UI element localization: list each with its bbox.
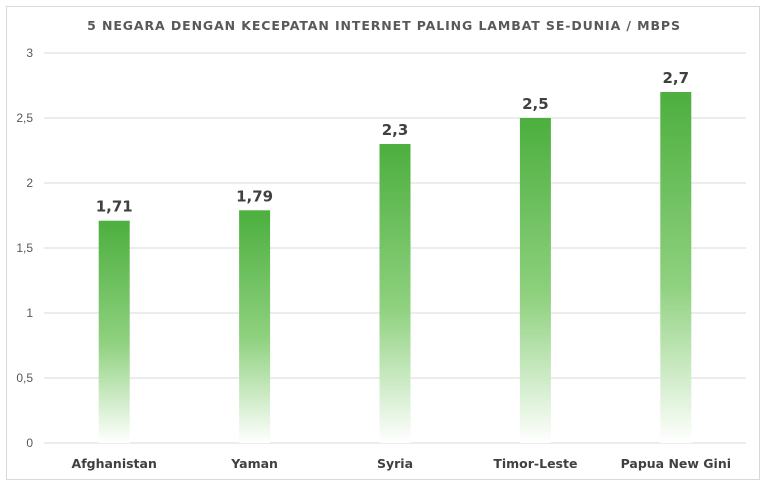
y-tick-label: 2,5: [16, 111, 33, 125]
y-tick-label: 2: [26, 176, 33, 190]
y-tick-label: 0,5: [16, 371, 33, 385]
bars: 1,71 1,79 2,3 2,5 2,7: [96, 69, 692, 443]
x-tick-label: Yaman: [230, 456, 278, 471]
y-tick-label: 1: [26, 306, 33, 320]
bar: [660, 92, 692, 443]
data-label: 1,79: [236, 187, 273, 205]
data-label: 2,3: [382, 121, 409, 139]
data-label: 2,7: [663, 69, 690, 87]
x-axis: Afghanistan Yaman Syria Timor-Leste Papua Ne…: [72, 456, 731, 471]
x-tick-label: Syria: [377, 456, 413, 471]
bar: [519, 118, 551, 443]
chart-title: 5 NEGARA DENGAN KECEPATAN INTERNET PALIN…: [87, 18, 681, 33]
y-tick-label: 1,5: [16, 241, 33, 255]
data-label: 2,5: [522, 95, 549, 113]
y-axis: 0 0,5 1 1,5 2 2,5 3: [16, 46, 33, 450]
x-tick-label: Papua New Gini: [621, 456, 731, 471]
y-tick-label: 3: [26, 46, 33, 60]
bar: [98, 220, 130, 443]
x-tick-label: Timor-Leste: [493, 456, 577, 471]
y-tick-label: 0: [26, 436, 33, 450]
bar: [239, 210, 271, 443]
bar: [379, 144, 411, 443]
x-tick-label: Afghanistan: [72, 456, 157, 471]
data-label: 1,71: [96, 198, 133, 216]
